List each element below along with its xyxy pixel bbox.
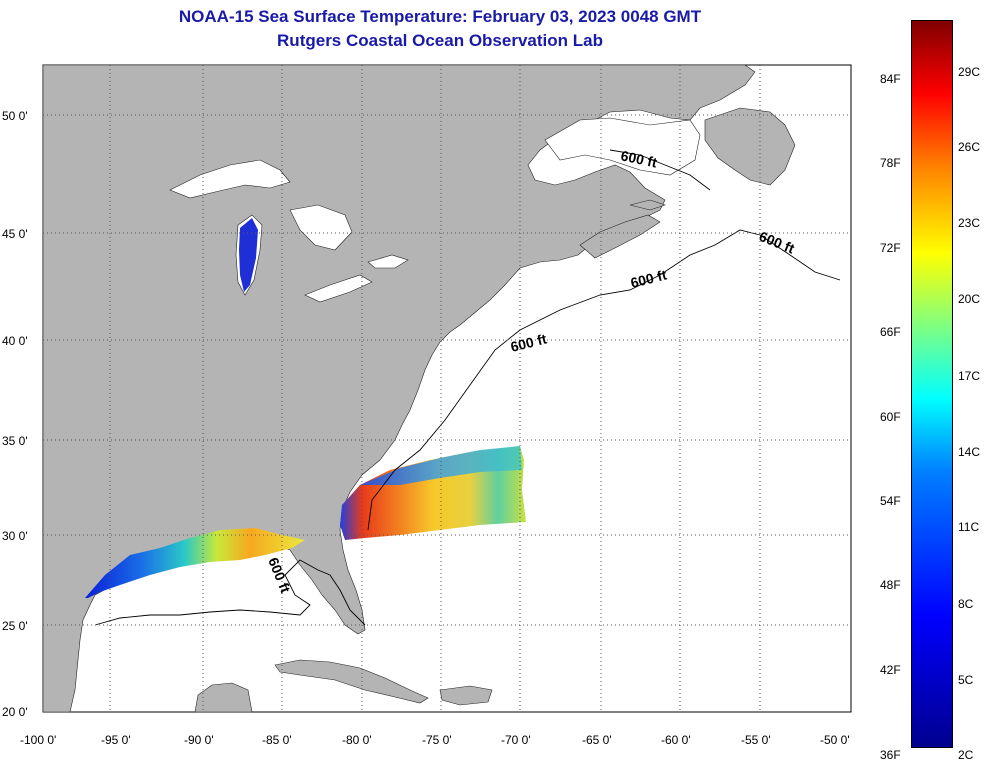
lon-label: -90 0' — [184, 733, 214, 747]
colorbar-c-label: 23C — [958, 216, 981, 230]
lat-label: 45 0' — [2, 227, 28, 241]
latitude-axis: 50 0' 45 0' 40 0' 35 0' 30 0' 25 0' 20 0… — [2, 109, 28, 719]
colorbar-c-label: 2C — [958, 748, 974, 762]
colorbar-c-label: 29C — [958, 65, 981, 79]
lake-ontario — [367, 254, 409, 269]
colorbar-c-label: 8C — [958, 597, 974, 611]
colorbar-c-label: 17C — [958, 369, 981, 383]
colorbar-f-label: 36F — [880, 748, 901, 762]
pei-land — [629, 199, 666, 211]
colorbar-f-label: 84F — [880, 72, 901, 86]
lon-label: -85 0' — [262, 733, 292, 747]
sst-map: 600 ft 600 ft 600 ft 600 ft 600 ft 50 0'… — [2, 64, 852, 747]
map-title: NOAA-15 Sea Surface Temperature: Februar… — [178, 7, 702, 26]
lon-label: -60 0' — [661, 733, 691, 747]
lon-label: -65 0' — [582, 733, 612, 747]
lat-label: 30 0' — [2, 529, 28, 543]
colorbar-f-label: 72F — [880, 241, 901, 255]
colorbar-c-label: 26C — [958, 140, 981, 154]
temperature-colorbar — [911, 20, 953, 748]
grid-lines — [43, 65, 851, 712]
lon-label: -70 0' — [501, 733, 531, 747]
lat-label: 20 0' — [2, 705, 28, 719]
newfoundland-land — [704, 107, 796, 186]
lat-label: 40 0' — [2, 334, 28, 348]
colorbar-f-label: 66F — [880, 325, 901, 339]
colorbar-f-label: 78F — [880, 156, 901, 170]
contour-label-1: 600 ft — [619, 147, 658, 170]
lon-label: -75 0' — [422, 733, 452, 747]
colorbar-f-label: 54F — [880, 494, 901, 508]
lake-michigan-sst — [239, 218, 258, 292]
hispaniola-land — [439, 685, 493, 706]
contour-gulf — [94, 559, 366, 626]
gulf-of-st-lawrence — [544, 117, 701, 176]
gulf-sst-swath — [85, 528, 305, 598]
colorbar-f-label: 60F — [880, 410, 901, 424]
longitude-axis: -100 0' -95 0' -90 0' -85 0' -80 0' -75 … — [20, 733, 850, 747]
lon-label: -55 0' — [741, 733, 771, 747]
lake-erie — [304, 274, 373, 303]
lat-label: 50 0' — [2, 109, 28, 123]
yucatan-land — [194, 682, 253, 713]
colorbar-c-label: 11C — [958, 520, 980, 534]
lon-label: -50 0' — [820, 733, 850, 747]
colorbar-c-label: 5C — [958, 673, 974, 687]
colorbar-f-label: 42F — [880, 663, 901, 677]
colorbar-f-label: 48F — [880, 578, 901, 592]
contour-stlawrence — [609, 149, 711, 191]
nova-scotia-land — [579, 214, 661, 259]
depth-contours — [94, 149, 841, 626]
lon-label: -100 0' — [20, 733, 56, 747]
lake-superior — [169, 159, 291, 199]
contour-atlantic — [367, 229, 841, 531]
lake-huron — [289, 204, 353, 251]
lat-label: 25 0' — [2, 619, 28, 633]
map-subtitle: Rutgers Coastal Ocean Observation Lab — [277, 31, 603, 50]
lon-label: -80 0' — [342, 733, 372, 747]
colorbar-c-label: 14C — [958, 445, 981, 459]
colorbar-c-label: 20C — [958, 292, 981, 306]
lat-label: 35 0' — [2, 434, 28, 448]
cuba-land — [274, 659, 429, 704]
lon-label: -95 0' — [101, 733, 131, 747]
